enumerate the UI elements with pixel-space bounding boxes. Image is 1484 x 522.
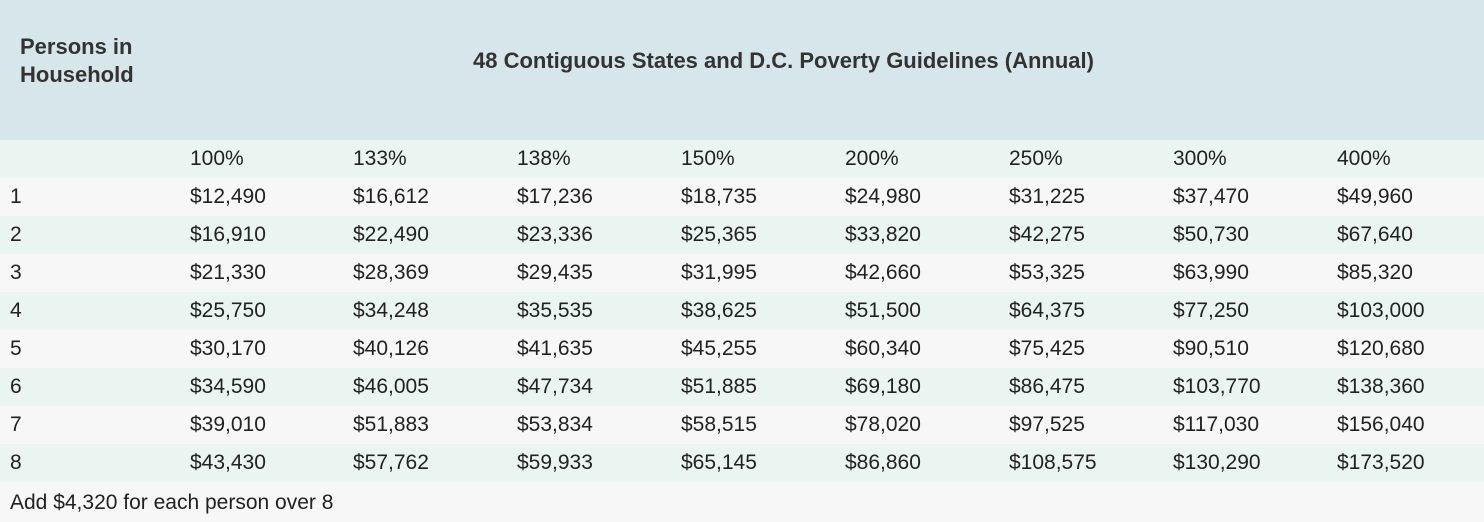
guideline-cell: $40,126 [353,337,429,360]
persons-label-line1: Persons in [20,34,133,59]
guideline-cell: $108,575 [1009,451,1097,474]
guideline-cell: $21,330 [190,261,266,284]
guideline-cell: $53,834 [517,413,593,436]
guideline-cell: $34,590 [190,375,266,398]
persons-label-line2: Household [20,62,134,87]
guideline-cell: $117,030 [1173,413,1260,436]
guideline-cell: $57,762 [353,451,429,474]
guideline-cell: $173,520 [1337,451,1425,474]
guideline-cell: $120,680 [1337,337,1425,360]
guideline-cell: $35,535 [517,299,593,322]
guideline-cell: $90,510 [1173,337,1249,360]
table-row: 4 $25,750 $34,248 $35,535 $38,625 $51,500 $64,… [0,292,1484,330]
guideline-cell: $75,425 [1009,337,1085,360]
guideline-cell: $53,325 [1009,261,1085,284]
guideline-cell: $41,635 [517,337,593,360]
guideline-cell: $51,500 [845,299,921,322]
guideline-cell: $77,250 [1173,299,1249,322]
guideline-cell: $29,435 [517,261,593,284]
guideline-cell: $45,255 [681,337,757,360]
guideline-cell: $23,336 [517,223,593,246]
household-size-cell: 4 [10,299,22,322]
column-header: 400% [1337,147,1391,170]
household-size-cell: 1 [10,185,22,208]
guideline-cell: $28,369 [353,261,429,284]
guideline-cell: $38,625 [681,299,757,322]
guideline-cell: $103,770 [1173,375,1261,398]
column-header: 300% [1173,147,1227,170]
guideline-cell: $46,005 [353,375,429,398]
guideline-cell: $33,820 [845,223,921,246]
table-row: 6 $34,590 $46,005 $47,734 $51,885 $69,180 $86,… [0,368,1484,406]
guideline-cell: $25,750 [190,299,266,322]
guideline-cell: $97,525 [1009,413,1085,436]
table-header: Persons in Household 48 Contiguous State… [0,0,1484,140]
table-row: 8 $43,430 $57,762 $59,933 $65,145 $86,860 $108… [0,444,1484,482]
guideline-cell: $31,995 [681,261,757,284]
household-size-cell: 7 [10,413,22,436]
guideline-cell: $51,883 [353,413,429,436]
household-size-cell: 5 [10,337,22,360]
guideline-cell: $24,980 [845,185,921,208]
guideline-cell: $16,910 [190,223,266,246]
guideline-cell: $63,990 [1173,261,1249,284]
guideline-cell: $86,475 [1009,375,1085,398]
guideline-cell: $49,960 [1337,185,1413,208]
guideline-cell: $78,020 [845,413,921,436]
table-row: 1 $12,490 $16,612 $17,236 $18,735 $24,980 $31,… [0,178,1484,216]
table-row: 3 $21,330 $28,369 $29,435 $31,995 $42,660 $53,… [0,254,1484,292]
household-size-cell: 8 [10,451,22,474]
column-header: 200% [845,147,899,170]
table-title: 48 Contiguous States and D.C. Poverty Gu… [473,48,1094,73]
guideline-cell: $34,248 [353,299,429,322]
guideline-cell: $59,933 [517,451,593,474]
guideline-cell: $51,885 [681,375,757,398]
guideline-cell: $58,515 [681,413,757,436]
guideline-cell: $67,640 [1337,223,1413,246]
household-size-cell: 3 [10,261,22,284]
guideline-cell: $138,360 [1337,375,1425,398]
guideline-cell: $37,470 [1173,185,1249,208]
table-row: 2 $16,910 $22,490 $23,336 $25,365 $33,820 $42,… [0,216,1484,254]
guideline-cell: $65,145 [681,451,757,474]
table-footer: Add $4,320 for each person over 8 [0,482,1484,522]
guideline-cell: $130,290 [1173,451,1261,474]
guideline-cell: $43,430 [190,451,266,474]
guideline-cell: $31,225 [1009,185,1085,208]
column-header: 133% [353,147,407,170]
guideline-cell: $42,660 [845,261,921,284]
guideline-cell: $60,340 [845,337,921,360]
guideline-cell: $64,375 [1009,299,1085,322]
guideline-cell: $12,490 [190,185,266,208]
column-header: 250% [1009,147,1063,170]
guideline-cell: $50,730 [1173,223,1249,246]
guideline-cell: $18,735 [681,185,757,208]
guideline-cell: $85,320 [1337,261,1413,284]
column-header: 100% [190,147,244,170]
guideline-cell: $22,490 [353,223,429,246]
guideline-cell: $69,180 [845,375,921,398]
guideline-cell: $156,040 [1337,413,1425,436]
guideline-cell: $39,010 [190,413,266,436]
guideline-cell: $25,365 [681,223,757,246]
guideline-cell: $47,734 [517,375,593,398]
household-size-cell: 2 [10,223,22,246]
guideline-cell: $103,000 [1337,299,1425,322]
household-size-cell: 6 [10,375,22,398]
guideline-cell: $16,612 [353,185,429,208]
guideline-cell: $86,860 [845,451,921,474]
guideline-cell: $30,170 [190,337,266,360]
column-header: 138% [517,147,571,170]
guideline-cell: $42,275 [1009,223,1085,246]
column-header: 150% [681,147,735,170]
table-row: 5 $30,170 $40,126 $41,635 $45,255 $60,340 $75,… [0,330,1484,368]
footer-note: Add $4,320 for each person over 8 [10,491,334,514]
table-row: 7 $39,010 $51,883 $53,834 $58,515 $78,020 $97,… [0,406,1484,444]
guideline-cell: $17,236 [517,185,593,208]
persons-in-household-header: Persons in Household [20,33,134,89]
column-header-row: 100% 133% 138% 150% 200% 250% 300% 400% [0,140,1484,178]
